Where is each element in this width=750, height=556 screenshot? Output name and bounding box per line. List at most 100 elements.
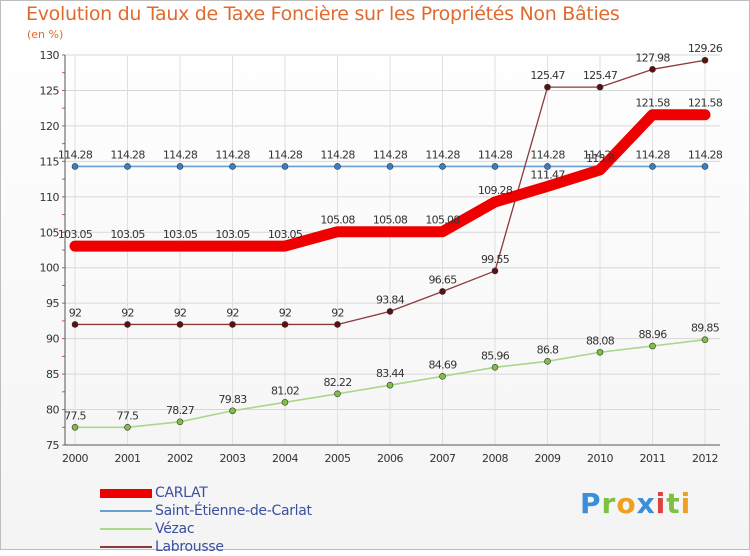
point-saint-etienne-de-carlat (491, 163, 499, 170)
point-labrousse (491, 267, 499, 275)
data-label-saint-etienne-de-carlat: 114.28 (635, 148, 670, 161)
point-saint-etienne-de-carlat (334, 163, 341, 170)
data-label-saint-etienne-de-carlat: 114.28 (373, 148, 408, 161)
data-label-carlat: 103.05 (268, 228, 303, 241)
legend-label: CARLAT (155, 485, 208, 501)
data-label-labrousse: 127.98 (635, 51, 670, 64)
y-tick-label: 100 (40, 262, 60, 275)
y-tick-label: 90 (46, 333, 59, 346)
point-labrousse (701, 56, 709, 64)
point-vezac (386, 381, 394, 389)
point-vezac (596, 348, 604, 356)
data-label-carlat: 103.05 (110, 228, 145, 241)
logo-letter: P (580, 487, 602, 520)
data-label-labrousse: 92 (69, 306, 82, 319)
x-tick-label: 2009 (535, 452, 561, 465)
logo-letter: r (601, 487, 617, 520)
point-labrousse (71, 321, 79, 328)
data-label-carlat: 103.05 (58, 228, 93, 241)
y-tick-label: 80 (46, 404, 59, 417)
data-label-carlat: 121.58 (635, 97, 670, 110)
x-tick-label: 2000 (62, 452, 88, 465)
point-labrousse (176, 321, 184, 328)
y-tick-label: 115 (40, 155, 60, 168)
x-tick-label: 2011 (640, 452, 666, 465)
point-saint-etienne-de-carlat (124, 163, 131, 170)
legend-swatch (100, 546, 152, 548)
data-label-vezac: 89.85 (691, 322, 720, 335)
data-label-saint-etienne-de-carlat: 114.28 (58, 148, 93, 161)
data-label-carlat: 113.8 (586, 152, 615, 165)
x-tick-label: 2003 (220, 452, 246, 465)
x-tick-label: 2002 (167, 452, 193, 465)
point-labrousse (281, 321, 289, 328)
point-vezac (71, 423, 79, 431)
data-label-vezac: 77.5 (117, 409, 139, 422)
logo-letter: o (616, 487, 637, 520)
data-label-saint-etienne-de-carlat: 114.28 (688, 148, 723, 161)
point-vezac (544, 358, 551, 365)
point-saint-etienne-de-carlat (544, 163, 551, 170)
legend-item: Saint-Étienne-de-Carlat (100, 502, 312, 520)
logo-letter: x (636, 487, 656, 520)
series-line-carlat (69, 109, 711, 252)
data-label-carlat: 111.47 (530, 168, 565, 181)
x-tick-label: 2008 (482, 452, 508, 465)
data-label-carlat: 103.05 (163, 228, 198, 241)
data-label-labrousse: 92 (121, 306, 134, 319)
legend-label: Vézac (155, 521, 195, 537)
data-label-carlat: 105.08 (425, 214, 460, 227)
point-vezac (649, 342, 656, 350)
x-tick-label: 2007 (430, 452, 456, 465)
legend-swatch (100, 510, 152, 512)
y-tick-label: 120 (40, 120, 60, 133)
data-label-vezac: 88.96 (639, 328, 668, 341)
data-label-labrousse: 93.84 (376, 293, 405, 306)
x-tick-label: 2004 (272, 452, 298, 465)
legend-label: Labrousse (155, 539, 224, 555)
legend-item: Vézac (100, 520, 312, 538)
point-vezac (124, 423, 131, 431)
data-label-saint-etienne-de-carlat: 114.28 (163, 148, 198, 161)
point-saint-etienne-de-carlat (229, 163, 236, 170)
x-tick-label: 2010 (587, 452, 613, 465)
point-labrousse (124, 321, 131, 328)
data-label-labrousse: 92 (174, 306, 187, 319)
point-saint-etienne-de-carlat (281, 163, 289, 170)
point-labrousse (229, 321, 236, 328)
legend: CARLAT Saint-Étienne-de-Carlat Vézac Labrou… (100, 484, 312, 556)
point-vezac (334, 390, 341, 398)
data-label-labrousse: 92 (331, 306, 344, 319)
legend-swatch (100, 488, 152, 498)
data-label-vezac: 86.8 (537, 343, 559, 356)
y-tick-label: 110 (40, 191, 60, 204)
data-label-labrousse: 125.47 (530, 69, 565, 82)
data-label-carlat: 121.58 (688, 97, 723, 110)
unit-label: (en %) (27, 28, 64, 41)
data-label-saint-etienne-de-carlat: 114.28 (530, 148, 565, 161)
data-label-vezac: 77.5 (64, 409, 86, 422)
point-saint-etienne-de-carlat (176, 163, 184, 170)
data-label-carlat: 105.08 (320, 214, 355, 227)
y-tick-label: 130 (40, 49, 60, 62)
data-label-carlat: 109.28 (478, 184, 513, 197)
x-tick-label: 2012 (692, 452, 718, 465)
data-label-saint-etienne-de-carlat: 114.28 (320, 148, 355, 161)
point-labrousse (596, 83, 604, 91)
point-saint-etienne-de-carlat (649, 163, 656, 170)
data-label-saint-etienne-de-carlat: 114.28 (215, 148, 250, 161)
logo-letter: i (655, 487, 667, 520)
point-labrousse (439, 288, 446, 295)
data-label-saint-etienne-de-carlat: 114.28 (268, 148, 303, 161)
point-saint-etienne-de-carlat (701, 163, 709, 170)
y-tick-label: 95 (46, 297, 59, 310)
y-tick-label: 85 (46, 368, 59, 381)
chart-title: Evolution du Taux de Taxe Foncière sur l… (26, 3, 620, 25)
x-tick-label: 2001 (115, 452, 141, 465)
point-vezac (229, 407, 236, 415)
data-label-vezac: 85.96 (481, 349, 510, 362)
y-tick-label: 105 (40, 226, 60, 239)
data-label-labrousse: 125.47 (583, 69, 618, 82)
point-labrousse (334, 321, 341, 328)
